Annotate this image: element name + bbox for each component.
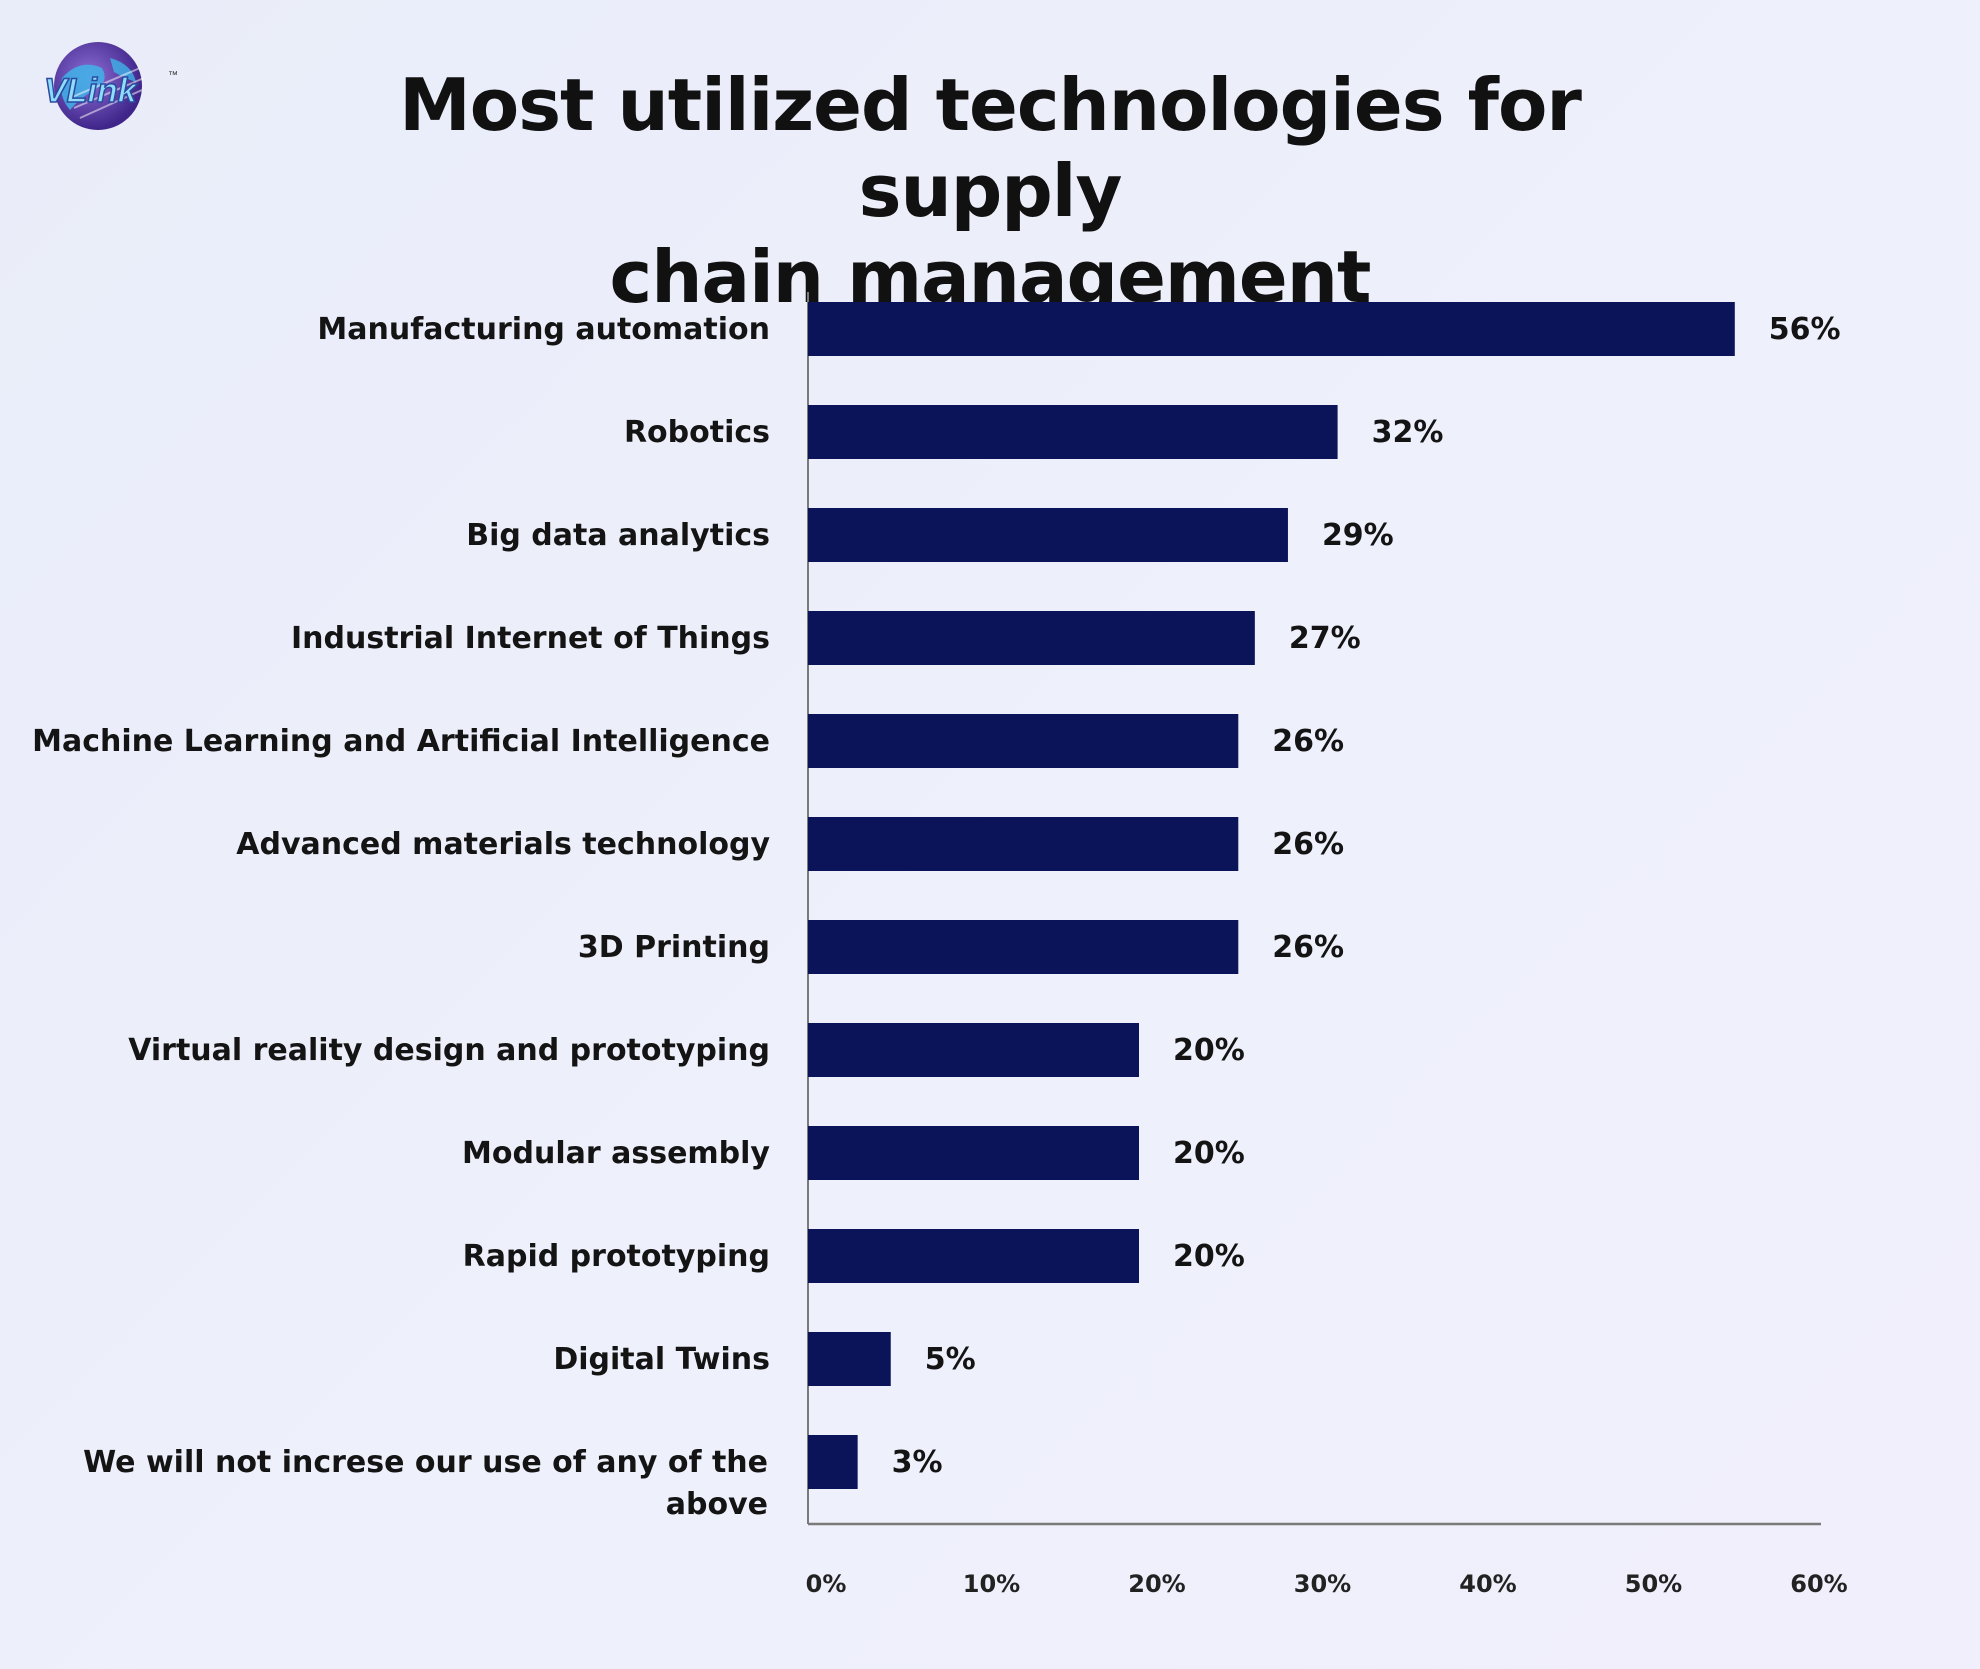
value-label-1: 32% (1372, 415, 1444, 450)
category-label-5: Advanced materials technology (236, 827, 770, 862)
x-tick-label-0: 0% (806, 1570, 847, 1598)
category-label-2: Big data analytics (466, 518, 770, 553)
value-label-11: 3% (892, 1445, 943, 1480)
value-label-10: 5% (925, 1342, 976, 1377)
bar-6 (808, 920, 1239, 974)
bar-11 (808, 1435, 858, 1489)
bar-9 (808, 1229, 1139, 1283)
svg-text:VLink: VLink (44, 72, 139, 110)
value-label-7: 20% (1173, 1033, 1245, 1068)
value-label-3: 27% (1289, 621, 1361, 656)
x-tick-label-6: 60% (1790, 1570, 1847, 1598)
x-tick-label-1: 10% (963, 1570, 1020, 1598)
value-label-6: 26% (1272, 930, 1344, 965)
title-line-1: Most utilized technologies for supply (399, 63, 1582, 233)
vlink-logo: VLink ™ (40, 38, 180, 138)
x-tick-label-3: 30% (1294, 1570, 1351, 1598)
bar-2 (808, 508, 1288, 562)
value-label-5: 26% (1272, 827, 1344, 862)
bar-1 (808, 405, 1338, 459)
svg-text:™: ™ (168, 70, 178, 81)
bar-8 (808, 1126, 1139, 1180)
bar-3 (808, 611, 1255, 665)
x-tick-label-5: 50% (1625, 1570, 1682, 1598)
category-label-9: Rapid prototyping (463, 1239, 770, 1274)
value-label-8: 20% (1173, 1136, 1245, 1171)
value-label-2: 29% (1322, 518, 1394, 553)
category-label-0: Manufacturing automation (317, 312, 770, 347)
category-label-6: 3D Printing (578, 930, 770, 965)
category-label-4: Machine Learning and Artificial Intellig… (32, 724, 770, 759)
category-label-11: We will not increse our use of any of th… (83, 1445, 768, 1522)
bar-7 (808, 1023, 1139, 1077)
bar-4 (808, 714, 1239, 768)
value-label-9: 20% (1173, 1239, 1245, 1274)
bar-0 (808, 302, 1735, 356)
category-label-8: Modular assembly (462, 1136, 770, 1171)
value-label-4: 26% (1272, 724, 1344, 759)
x-tick-label-2: 20% (1128, 1570, 1185, 1598)
x-tick-label-4: 40% (1459, 1570, 1516, 1598)
bar-5 (808, 817, 1239, 871)
category-label-7: Virtual reality design and prototyping (128, 1033, 770, 1068)
chart-title: Most utilized technologies for supply ch… (340, 62, 1640, 320)
bar-10 (808, 1332, 891, 1386)
category-label-3: Industrial Internet of Things (291, 621, 770, 656)
category-label-1: Robotics (624, 415, 770, 450)
value-label-0: 56% (1769, 312, 1841, 347)
category-label-10: Digital Twins (553, 1342, 770, 1377)
